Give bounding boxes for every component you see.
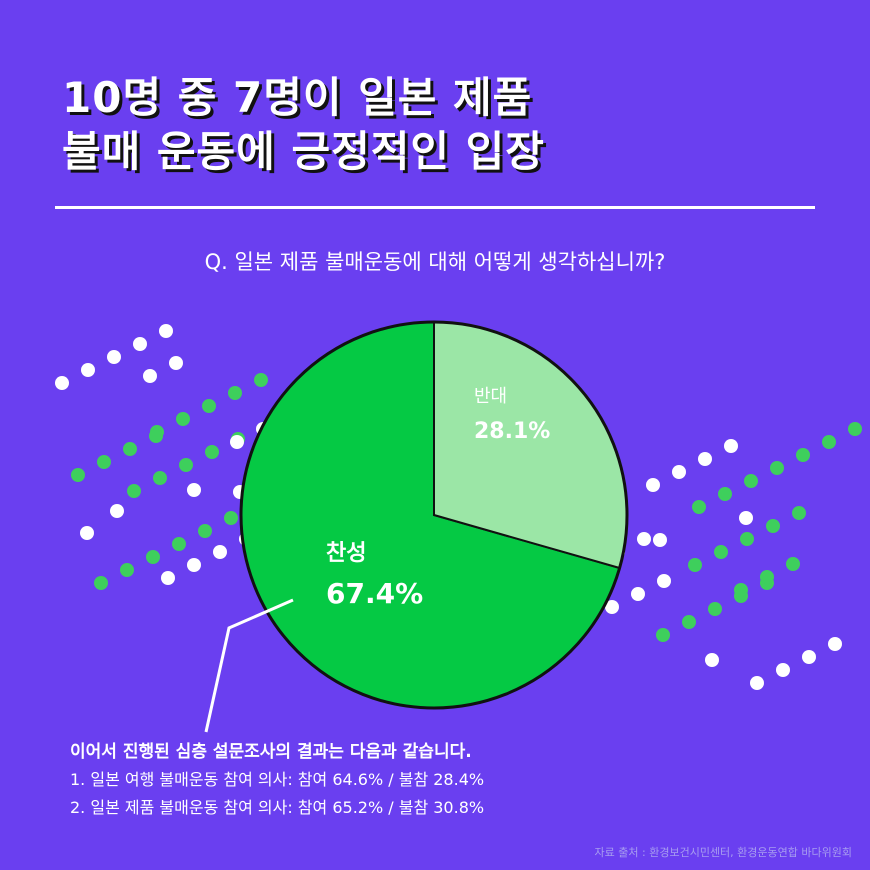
decorative-dot	[828, 637, 842, 651]
slice-label-disagree: 반대	[474, 386, 507, 407]
pie-group	[239, 320, 629, 710]
decorative-dot	[159, 324, 173, 338]
decorative-dot	[672, 465, 686, 479]
decorative-dot	[205, 445, 219, 459]
decorative-dot	[172, 537, 186, 551]
decorative-dot	[770, 461, 784, 475]
decorative-dot	[179, 458, 193, 472]
decorative-dot	[254, 373, 268, 387]
decorative-dot	[198, 524, 212, 538]
decorative-dot	[653, 533, 667, 547]
decorative-dot	[682, 615, 696, 629]
decorative-dot	[146, 550, 160, 564]
notes-item-1: 1. 일본 여행 불매운동 참여 의사: 참여 64.6% / 불참 28.4%	[70, 770, 485, 789]
decorative-dot	[631, 587, 645, 601]
decorative-dot	[55, 376, 69, 390]
decorative-dot	[796, 448, 810, 462]
decorative-dot	[822, 435, 836, 449]
decorative-dot	[637, 532, 651, 546]
decorative-dot	[802, 650, 816, 664]
decorative-dot	[739, 511, 753, 525]
decorative-dot	[705, 653, 719, 667]
decorative-dot	[734, 583, 748, 597]
decorative-dot	[724, 439, 738, 453]
slice-value-agree: 67.4%	[326, 577, 423, 610]
decorative-dot	[646, 478, 660, 492]
decorative-dot	[149, 429, 163, 443]
decorative-dot	[224, 511, 238, 525]
survey-notes: 이어서 진행된 심층 설문조사의 결과는 다음과 같습니다. 1. 일본 여행 …	[70, 738, 484, 822]
decorative-dot	[71, 468, 85, 482]
decorative-dot	[786, 557, 800, 571]
survey-question: Q. 일본 제품 불매운동에 대해 어떻게 생각하십니까?	[204, 250, 666, 274]
decorative-dot	[153, 471, 167, 485]
title-line-2: 불매 운동에 긍정적인 입장	[62, 127, 545, 176]
decorative-dot	[688, 558, 702, 572]
decorative-dot	[657, 574, 671, 588]
decorative-dot	[698, 452, 712, 466]
decorative-dot	[708, 602, 722, 616]
decorative-dot	[187, 483, 201, 497]
decorative-dot	[127, 484, 141, 498]
decorative-dot	[714, 545, 728, 559]
decorative-dot	[143, 369, 157, 383]
decorative-dot	[692, 500, 706, 514]
notes-heading: 이어서 진행된 심층 설문조사의 결과는 다음과 같습니다.	[70, 742, 472, 762]
decorative-dot	[187, 558, 201, 572]
decorative-dot	[176, 412, 190, 426]
slice-label-agree: 찬성	[326, 541, 366, 566]
decorative-dot	[169, 356, 183, 370]
slice-value-disagree: 28.1%	[474, 419, 550, 444]
title-divider	[55, 206, 815, 209]
decorative-dot	[718, 487, 732, 501]
decorative-dot	[120, 563, 134, 577]
pie-labels: 반대 28.1% 찬성 67.4%	[326, 386, 550, 610]
notes-item-2: 2. 일본 제품 불매운동 참여 의사: 참여 65.2% / 불참 30.8%	[70, 798, 485, 817]
decorative-dot	[107, 350, 121, 364]
decorative-dot	[161, 571, 175, 585]
title-line-1: 10명 중 7명이 일본 제품	[62, 73, 533, 122]
decorative-dot	[94, 576, 108, 590]
decorative-dot	[776, 663, 790, 677]
decorative-dot	[656, 628, 670, 642]
decorative-dot	[605, 600, 619, 614]
callout-leader-line	[204, 598, 294, 733]
decorative-dot	[230, 435, 244, 449]
decorative-dot	[848, 422, 862, 436]
decorative-dot	[744, 474, 758, 488]
source-credit: 자료 출처 : 환경보건시민센터, 환경운동연합 바다위원회	[594, 846, 852, 859]
decorative-dot	[213, 545, 227, 559]
decorative-dot	[760, 570, 774, 584]
decorative-dot	[740, 532, 754, 546]
pie-outline	[239, 320, 629, 710]
decorative-dot	[228, 386, 242, 400]
decorative-dot	[202, 399, 216, 413]
decorative-dot	[792, 506, 806, 520]
decorative-dot	[123, 442, 137, 456]
decorative-dot	[133, 337, 147, 351]
decorative-dot	[81, 363, 95, 377]
decorative-dot	[80, 526, 94, 540]
decorative-dots	[55, 324, 862, 690]
decorative-dot	[97, 455, 111, 469]
decorative-dot	[110, 504, 124, 518]
decorative-dot	[750, 676, 764, 690]
decorative-dot	[766, 519, 780, 533]
